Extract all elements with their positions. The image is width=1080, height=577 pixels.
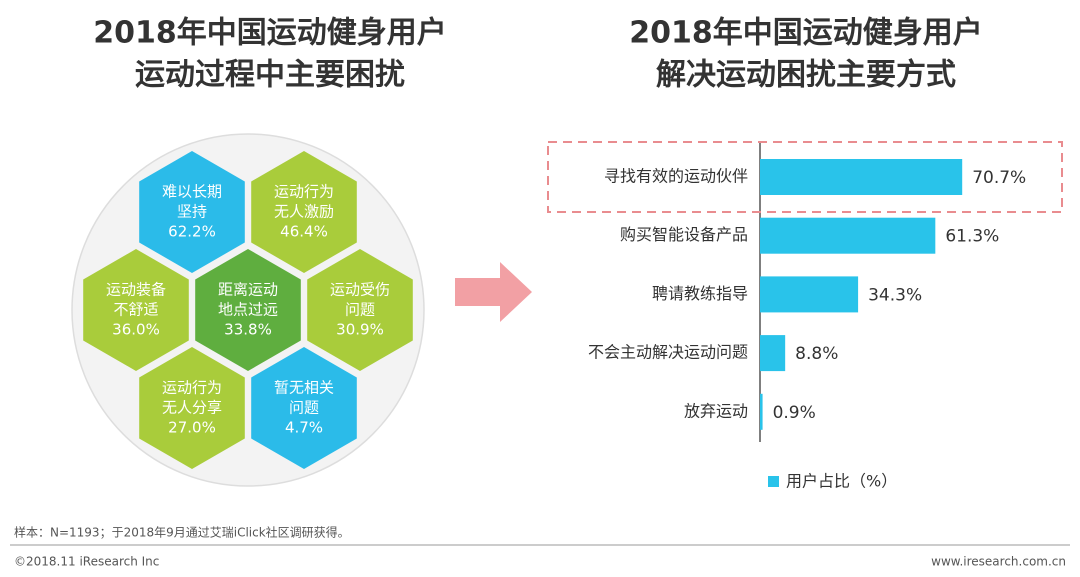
hex-label: 不舒适 — [113, 301, 158, 319]
y-tick-label: 放弃运动 — [684, 401, 748, 420]
hex-label: 运动装备 — [106, 281, 166, 299]
hex-label: 暂无相关 — [274, 379, 334, 397]
hexagon — [195, 249, 301, 371]
bar — [760, 159, 963, 195]
y-tick-label: 购买智能设备产品 — [620, 225, 748, 244]
footer-note: 样本：N=1193；于2018年9月通过艾瑞iClick社区调研获得。 — [14, 525, 350, 540]
bar — [760, 276, 859, 313]
y-tick-label: 聘请教练指导 — [652, 284, 748, 303]
hex-label: 问题 — [289, 399, 319, 417]
hex-value: 36.0% — [112, 321, 160, 339]
hex-value: 62.2% — [168, 223, 216, 241]
hex-value: 46.4% — [280, 223, 328, 241]
hex-value: 27.0% — [168, 419, 216, 437]
legend-swatch — [768, 476, 779, 487]
website: www.iresearch.com.cn — [931, 555, 1066, 569]
bar — [760, 393, 763, 430]
bar — [760, 217, 936, 254]
hex-label: 距离运动 — [218, 281, 278, 299]
hex-label: 无人分享 — [162, 399, 222, 417]
value-label: 8.8% — [795, 344, 838, 364]
hex-value: 30.9% — [336, 321, 384, 339]
hexagon — [139, 347, 245, 469]
chart-title: 2018年中国运动健身用户 — [93, 16, 447, 51]
hexagon — [251, 347, 357, 469]
hex-label: 运动受伤 — [330, 281, 390, 299]
hexagon — [307, 249, 413, 371]
highlight-box — [547, 141, 1063, 213]
value-label: 70.7% — [972, 168, 1026, 188]
y-tick-label: 不会主动解决运动问题 — [588, 343, 748, 362]
hex-label: 难以长期 — [162, 183, 222, 201]
hex-label: 运动行为 — [162, 379, 222, 397]
value-label: 61.3% — [945, 227, 999, 247]
hex-label: 无人激励 — [274, 203, 334, 221]
y-tick-label: 寻找有效的运动伙伴 — [604, 167, 748, 186]
hex-label: 坚持 — [177, 203, 207, 221]
arrow — [455, 262, 532, 322]
bar — [760, 335, 786, 372]
hex-label: 地点过远 — [218, 301, 278, 319]
hex-label: 运动行为 — [274, 183, 334, 201]
value-label: 0.9% — [773, 403, 816, 423]
hexagon — [83, 249, 189, 371]
value-label: 34.3% — [868, 285, 922, 305]
hex-value: 4.7% — [285, 419, 323, 437]
chart-title: 解决运动困扰主要方式 — [656, 58, 956, 93]
copyright: ©2018.11 iResearch Inc — [14, 555, 159, 569]
hex-value: 33.8% — [224, 321, 272, 339]
legend-label: 用户占比（%） — [786, 472, 897, 491]
hexagon — [139, 151, 245, 273]
chart-title: 2018年中国运动健身用户 — [629, 16, 983, 51]
chart-title: 运动过程中主要困扰 — [135, 58, 405, 93]
hex-label: 问题 — [345, 301, 375, 319]
hexagon — [251, 151, 357, 273]
